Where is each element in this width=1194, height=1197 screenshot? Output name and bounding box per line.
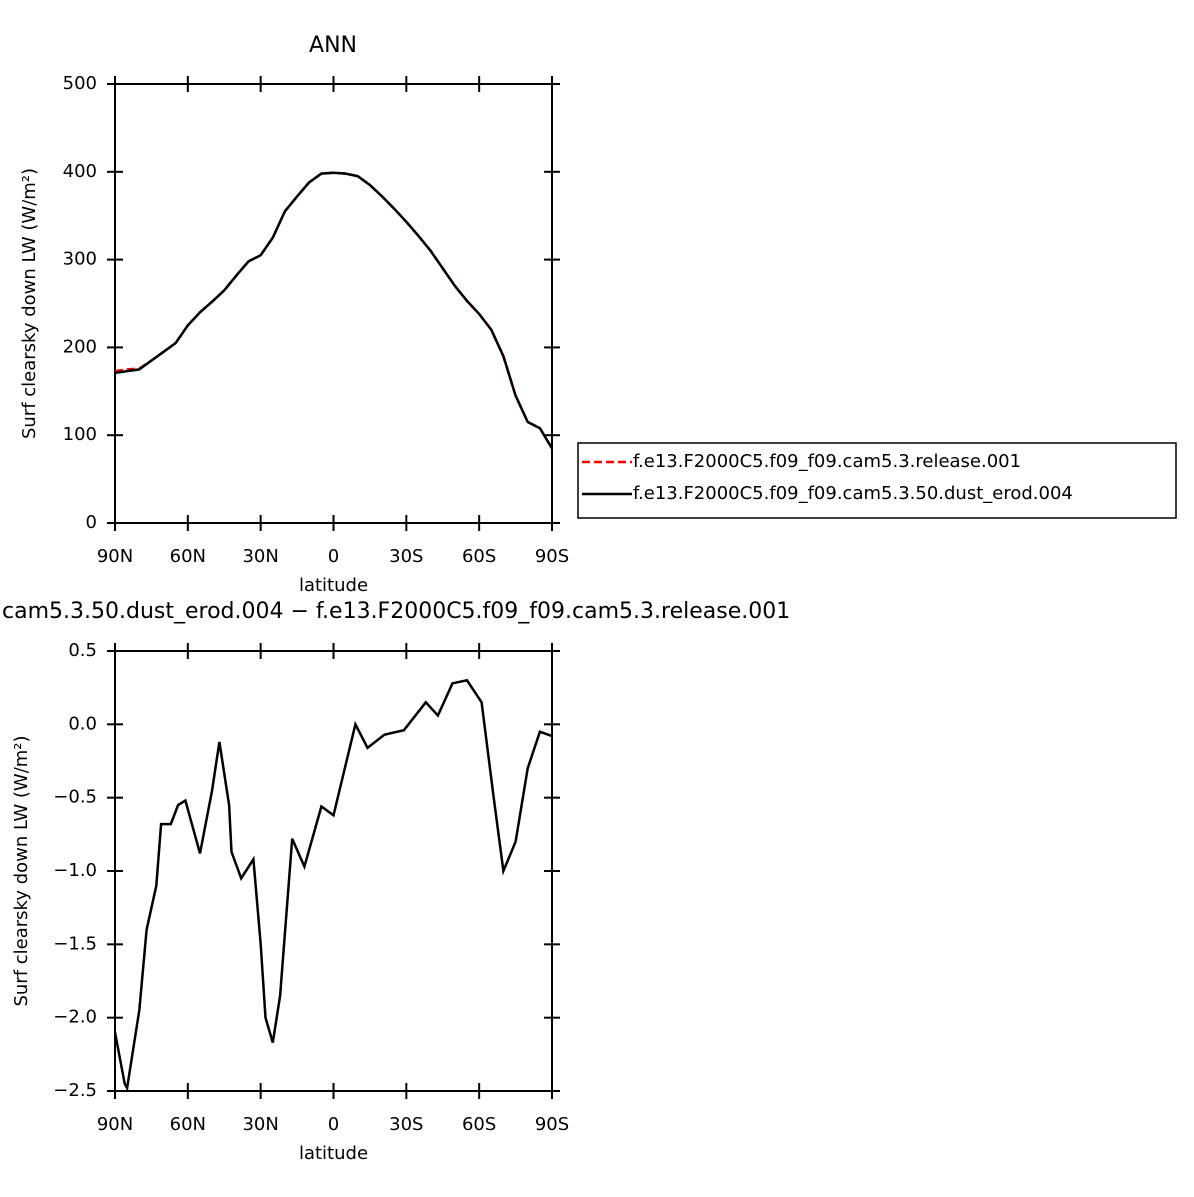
chart-title: cam5.3.50.dust_erod.004 − f.e13.F2000C5.… [2,599,790,624]
x-tick-label: 60N [170,546,206,567]
legend-label: f.e13.F2000C5.f09_f09.cam5.3.50.dust_ero… [633,483,1073,504]
y-tick-label: 200 [63,336,97,357]
x-tick-label: 30N [242,1114,278,1135]
data-line [113,678,553,1092]
data-line [114,171,554,450]
y-tick-label: −1.5 [53,933,97,954]
x-tick-label: 90N [97,546,133,567]
legend-box [577,442,1177,519]
x-tick-label: 90S [535,1114,569,1135]
x-tick-label: 30S [389,546,423,567]
y-tick-label: 0.0 [68,713,97,734]
x-tick-label: 60S [462,1114,496,1135]
x-tick-label: 90S [535,546,569,567]
y-tick-label: 100 [63,424,97,445]
x-axis-label: latitude [299,1143,368,1164]
x-tick-label: 30S [389,1114,423,1135]
data-line [114,171,554,450]
x-tick-label: 30N [242,546,278,567]
y-tick-label: 400 [63,161,97,182]
y-axis-label: Surf clearsky down LW (W/m²) [11,735,32,1006]
chart-title: ANN [309,33,357,58]
x-tick-label: 0 [328,546,339,567]
y-tick-label: −2.5 [53,1080,97,1101]
y-tick-label: 500 [63,73,97,94]
y-axis-label: Surf clearsky down LW (W/m²) [19,168,40,439]
y-tick-label: −2.0 [53,1007,97,1028]
y-tick-label: 0 [86,512,97,533]
x-axis-label: latitude [299,575,368,596]
plot-frame [114,83,553,524]
plot-frame [114,650,553,1092]
x-tick-label: 60S [462,546,496,567]
y-tick-label: 300 [63,249,97,270]
x-tick-label: 0 [328,1114,339,1135]
y-tick-label: 0.5 [68,640,97,661]
y-tick-label: −0.5 [53,787,97,808]
y-tick-label: −1.0 [53,860,97,881]
legend-label: f.e13.F2000C5.f09_f09.cam5.3.release.001 [633,451,1021,472]
x-tick-label: 60N [170,1114,206,1135]
x-tick-label: 90N [97,1114,133,1135]
